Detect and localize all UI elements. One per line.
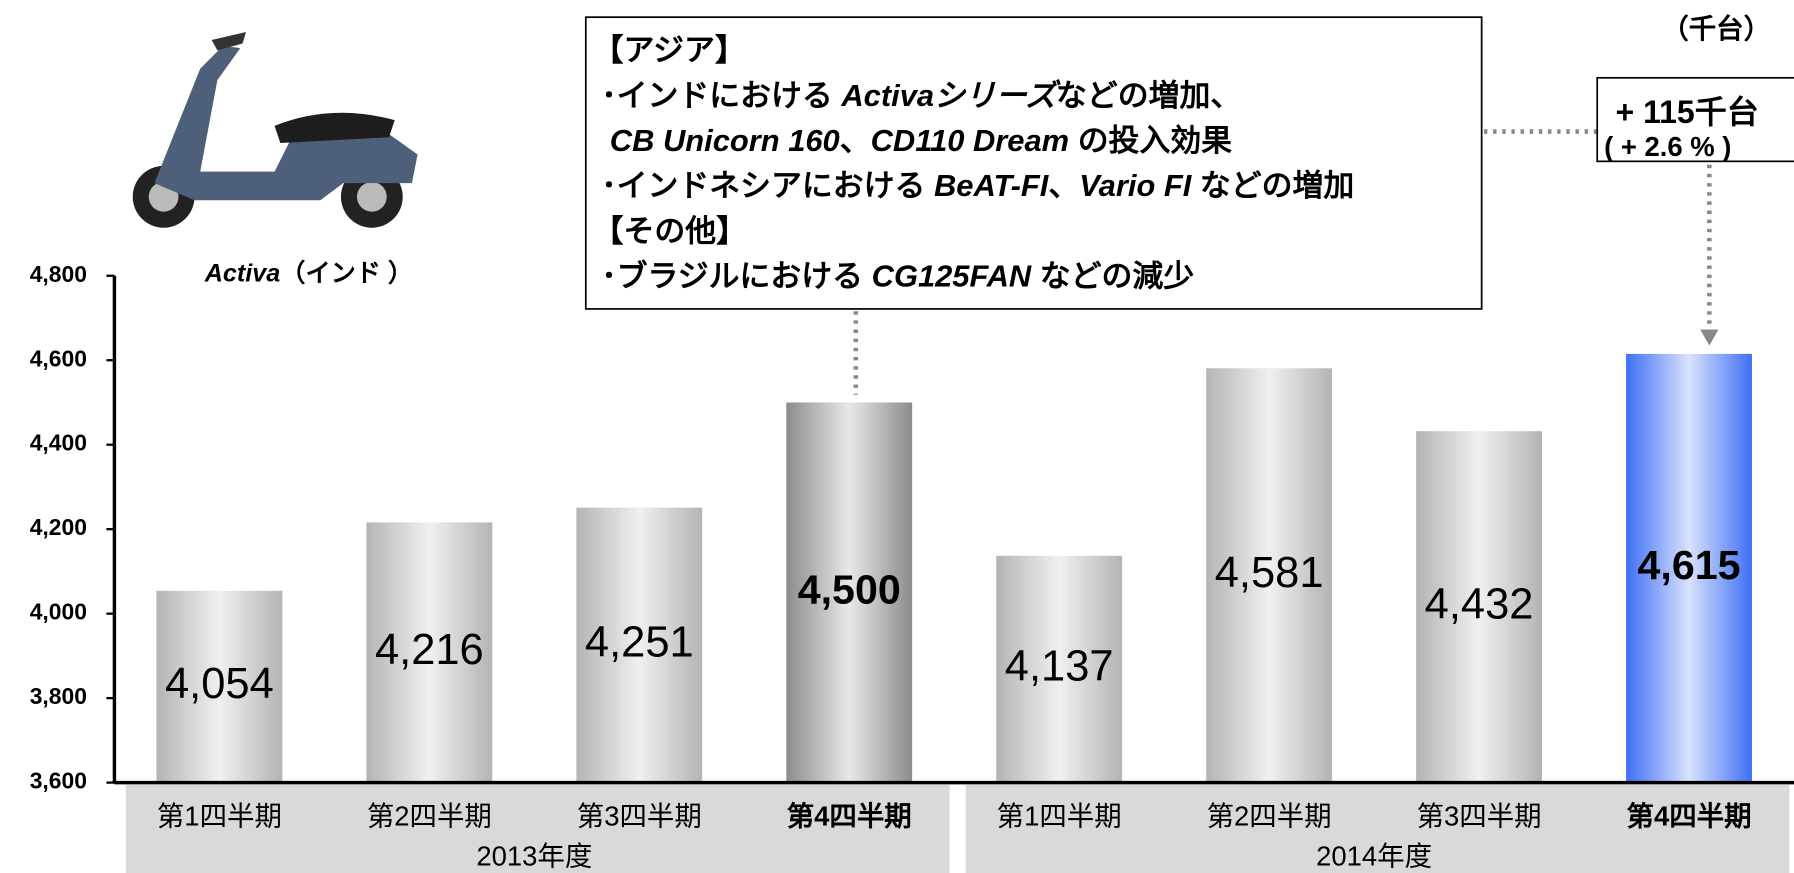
arrow-head <box>1700 329 1719 346</box>
text-segment: ･インドにおける <box>593 78 842 113</box>
y-tick-label: 3,800 <box>30 683 87 709</box>
x-tick-label: 第2四半期 <box>1207 800 1332 831</box>
text-segment: 、 <box>1048 168 1079 203</box>
text-segment: CD110 Dream <box>871 123 1078 158</box>
bar <box>786 402 913 783</box>
text-segment: Vario FI <box>1079 168 1200 203</box>
note-text: 【アジア】 ･インドにおける Activaシリーズなどの増加、 CB Unico… <box>593 33 1355 294</box>
x-tick-label: 第2四半期 <box>367 800 492 831</box>
change-percent: ( + 2.6 % ) <box>1604 131 1731 162</box>
value-label: 4,615 <box>1638 542 1741 588</box>
group-band <box>965 784 1790 873</box>
y-tick-label: 4,800 <box>30 261 87 287</box>
text-segment: CG125FAN <box>872 259 1040 294</box>
value-label: 4,054 <box>165 660 274 708</box>
change-amount: + 115千台 <box>1616 94 1759 130</box>
y-tick-label: 4,400 <box>30 430 87 456</box>
x-tick-label: 第3四半期 <box>577 800 702 831</box>
bar <box>1626 353 1752 783</box>
x-tick-label: 第3四半期 <box>1417 800 1542 831</box>
bar <box>1416 431 1543 783</box>
image-caption: Activa（インド ） <box>204 258 413 287</box>
value-label: 4,137 <box>1005 643 1114 691</box>
note-box <box>584 16 1483 310</box>
bar <box>366 522 493 783</box>
x-tick-label: 第1四半期 <box>997 800 1122 831</box>
y-tick-label: 3,600 <box>30 768 87 794</box>
bar <box>156 590 283 783</box>
x-tick-label: 第4四半期 <box>1627 800 1752 831</box>
group-band <box>125 784 950 873</box>
value-label: 4,216 <box>375 626 484 674</box>
y-tick-label: 4,200 <box>30 514 87 540</box>
bar <box>996 555 1123 783</box>
y-tick-label: 4,000 <box>30 599 87 625</box>
text-segment: （インド ） <box>280 258 413 287</box>
x-tick-label: 第1四半期 <box>157 800 282 831</box>
text-segment: 【その他】 <box>593 214 747 249</box>
unit-label: （千台） <box>1661 13 1771 44</box>
bar <box>576 507 703 783</box>
text-segment: ･インドネシアにおける <box>593 168 934 203</box>
text-segment: CB Unicorn 160 <box>593 123 840 158</box>
text-segment: などの増加、 <box>1056 78 1241 113</box>
group-label: 2014年度 <box>1316 840 1432 871</box>
text-segment: ･ブラジルにおける <box>593 259 872 294</box>
text-segment: などの減少 <box>1040 259 1194 294</box>
text-segment: 、 <box>840 123 871 158</box>
text-segment: の投入効果 <box>1078 123 1232 158</box>
text-segment: などの増加 <box>1200 168 1354 203</box>
scooter-image <box>132 32 418 228</box>
text-segment: Activaシリーズ <box>840 78 1061 113</box>
text-segment: Activa <box>204 259 281 287</box>
bar <box>1206 368 1333 783</box>
value-label: 4,251 <box>585 619 694 667</box>
change-box <box>1596 76 1794 163</box>
x-tick-label: 第4四半期 <box>787 800 912 831</box>
text-segment: BeAT-FI <box>934 168 1050 203</box>
y-tick-label: 4,600 <box>30 345 87 371</box>
value-label: 4,581 <box>1215 549 1324 597</box>
text-segment: 【アジア】 <box>593 33 746 68</box>
value-label: 4,500 <box>798 566 901 612</box>
value-label: 4,432 <box>1425 580 1534 628</box>
group-label: 2013年度 <box>476 840 592 871</box>
